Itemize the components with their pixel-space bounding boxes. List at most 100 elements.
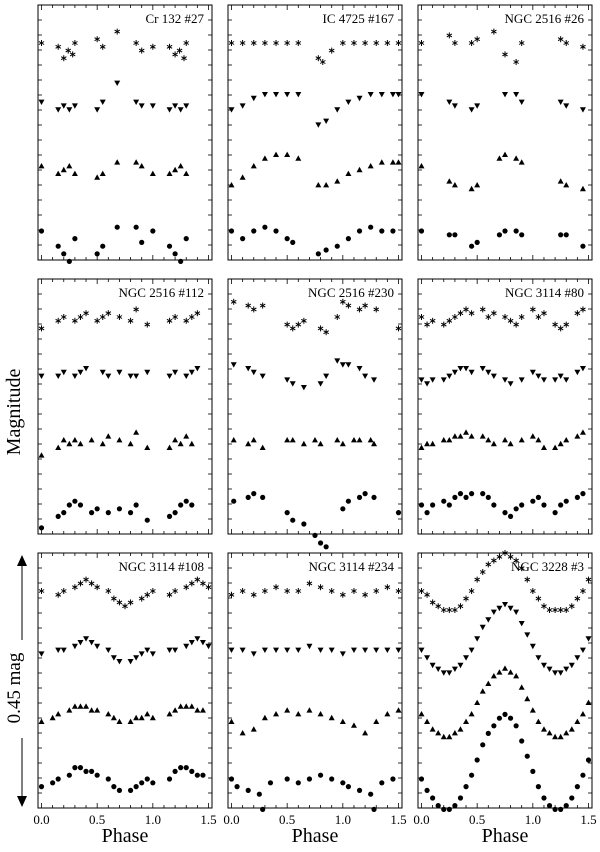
data-point-circle <box>502 711 508 718</box>
data-point-triangle-up <box>228 718 235 724</box>
star-stroke <box>552 608 558 612</box>
star-stroke <box>38 589 45 593</box>
data-point-circle <box>356 787 363 794</box>
data-point-triangle-up <box>529 433 536 439</box>
data-point-star <box>418 314 425 320</box>
data-point-triangle-down <box>451 103 458 109</box>
data-point-circle <box>150 228 156 234</box>
data-point-circle <box>166 513 173 520</box>
star-stroke <box>452 315 458 319</box>
data-point-circle <box>111 784 117 790</box>
light-curve-panel: NGC 2516 #230 <box>227 278 403 550</box>
star-stroke <box>306 581 313 586</box>
star-stroke <box>339 299 346 304</box>
data-point-circle <box>228 228 235 234</box>
data-point-triangle-up <box>116 718 123 724</box>
data-point-star <box>295 321 302 328</box>
star-stroke <box>557 326 564 331</box>
data-point-triangle-up <box>457 726 464 732</box>
data-point-star <box>259 302 266 309</box>
star-stroke <box>563 41 570 45</box>
star-stroke <box>580 307 586 312</box>
panel-frame <box>417 552 593 809</box>
data-point-circle <box>50 780 56 786</box>
data-point-triangle-down <box>371 377 378 383</box>
data-point-triangle-down <box>239 103 246 109</box>
data-point-star <box>60 314 67 320</box>
data-point-circle <box>552 806 558 813</box>
star-stroke <box>474 37 481 42</box>
data-point-circle <box>38 228 45 234</box>
data-point-star <box>116 314 123 320</box>
data-point-star <box>55 43 62 50</box>
star-stroke <box>77 581 84 586</box>
data-point-circle <box>77 765 84 771</box>
star-stroke <box>94 37 101 42</box>
data-point-triangle-down <box>177 107 184 113</box>
data-point-circle <box>61 509 67 516</box>
panel-title: Cr 132 #27 <box>146 11 205 26</box>
star-stroke <box>339 592 346 597</box>
data-point-circle <box>200 772 206 778</box>
series-tri-down <box>228 92 402 128</box>
data-point-circle <box>105 776 111 782</box>
data-point-triangle-down <box>172 369 179 376</box>
data-point-circle <box>127 509 134 516</box>
data-point-triangle-down <box>529 369 536 376</box>
data-point-triangle-down <box>55 647 62 653</box>
data-point-star <box>418 588 425 594</box>
data-point-circle <box>133 502 139 508</box>
x-axis-label-col1: Phase <box>102 825 149 847</box>
series-tri-down <box>418 366 586 387</box>
data-point-triangle-up <box>300 440 307 447</box>
star-stroke <box>88 581 95 586</box>
data-point-circle <box>166 243 173 249</box>
x-tick-label: 0.0 <box>413 812 429 827</box>
data-point-circle <box>356 494 363 500</box>
data-point-circle <box>340 506 346 512</box>
data-point-circle <box>116 787 123 794</box>
data-point-circle <box>183 765 189 771</box>
data-point-star <box>295 40 302 46</box>
data-point-triangle-up <box>99 170 106 176</box>
data-point-triangle-up <box>259 444 266 450</box>
data-point-circle <box>323 247 329 253</box>
star-stroke <box>580 589 586 593</box>
data-point-circle <box>150 780 156 786</box>
data-point-circle <box>273 228 279 234</box>
data-point-triangle-up <box>114 159 121 165</box>
data-point-triangle-down <box>230 362 237 368</box>
data-point-star <box>339 591 346 598</box>
star-stroke <box>239 589 246 593</box>
data-point-triangle-down <box>199 640 206 646</box>
star-stroke <box>446 33 453 38</box>
data-point-triangle-down <box>116 659 123 665</box>
star-stroke <box>205 585 212 590</box>
data-point-triangle-up <box>149 170 156 176</box>
data-point-triangle-up <box>250 163 257 169</box>
data-point-triangle-up <box>546 730 553 736</box>
light-curve-panel: NGC 3114 #108 0.0 0.5 1.0 1.5 <box>33 552 217 827</box>
data-point-circle <box>94 772 100 778</box>
data-point-triangle-down <box>228 107 235 113</box>
data-point-triangle-up <box>350 722 357 728</box>
data-point-circle <box>463 494 469 500</box>
data-point-circle <box>558 806 564 813</box>
star-stroke <box>262 589 268 593</box>
star-stroke <box>188 315 195 319</box>
data-point-triangle-up <box>418 163 425 169</box>
data-point-triangle-down <box>451 369 458 376</box>
data-point-triangle-up <box>339 718 346 724</box>
data-point-triangle-down <box>557 373 564 379</box>
data-point-circle <box>172 251 178 257</box>
series-circle <box>418 228 586 249</box>
star-stroke <box>395 41 402 45</box>
data-point-circle <box>362 491 368 497</box>
data-point-triangle-up <box>384 711 391 717</box>
data-point-circle <box>430 795 436 801</box>
data-point-triangle-down <box>172 103 179 109</box>
data-point-triangle-up <box>345 170 352 176</box>
series-circle <box>418 711 592 813</box>
star-stroke <box>541 604 547 609</box>
data-point-triangle-down <box>546 666 553 672</box>
